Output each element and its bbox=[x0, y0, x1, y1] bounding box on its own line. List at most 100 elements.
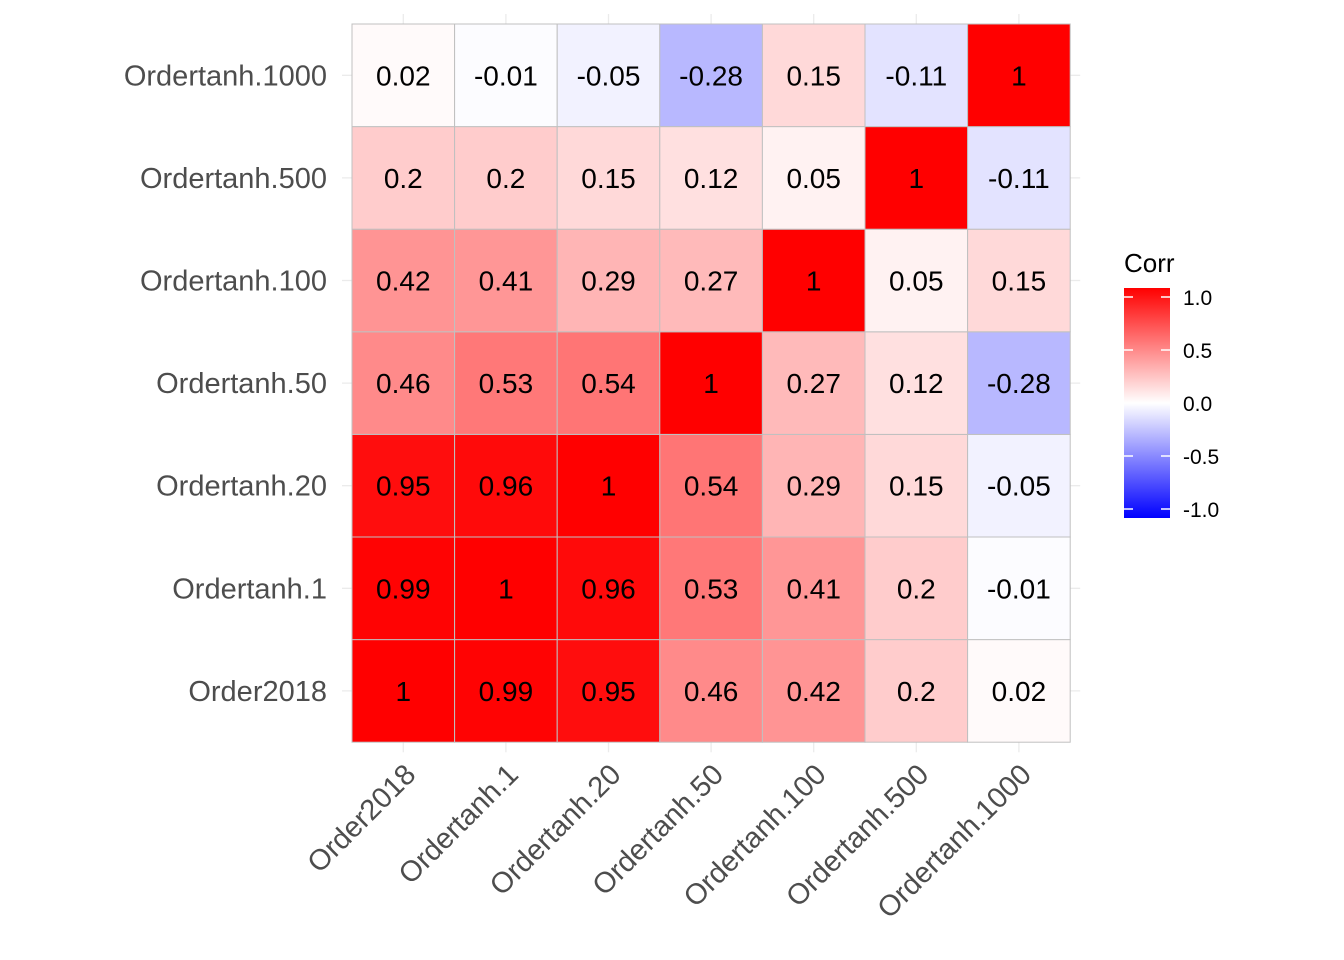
heatmap-cell bbox=[761, 228, 866, 333]
cell-value-label: 0.05 bbox=[786, 163, 841, 194]
cell-value-label: 0.15 bbox=[889, 471, 944, 502]
cell-value-label: 0.02 bbox=[992, 676, 1047, 707]
heatmap-cell bbox=[967, 228, 1071, 333]
cell-value-label: 0.2 bbox=[897, 573, 936, 604]
heatmap-cell bbox=[351, 433, 456, 538]
cell-value-label: 1 bbox=[909, 163, 925, 194]
heatmap-cell bbox=[864, 433, 969, 538]
cell-value-label: -0.28 bbox=[987, 368, 1051, 399]
cell-value-label: 0.29 bbox=[581, 266, 636, 297]
heatmap-cell bbox=[556, 433, 661, 538]
cell-value-label: -0.01 bbox=[987, 573, 1051, 604]
cell-value-label: 0.95 bbox=[376, 471, 431, 502]
heatmap-cell bbox=[454, 331, 558, 435]
heatmap-cell bbox=[556, 23, 661, 128]
heatmap-value-labels: 1 0.99 0.95 0.46 0.42 0.2 0.02 0.99 1 0.96 0.53 0.4… bbox=[376, 60, 1051, 707]
cell-value-label: -0.11 bbox=[988, 163, 1050, 194]
heatmap-cell bbox=[864, 536, 969, 641]
cell-value-label: -0.01 bbox=[474, 60, 538, 91]
cell-value-label: 0.15 bbox=[992, 266, 1047, 297]
heatmap-cell bbox=[864, 126, 969, 230]
heatmap-cell bbox=[351, 331, 456, 435]
cell-value-label: 0.53 bbox=[479, 368, 534, 399]
y-tick-label: Ordertanh.1 bbox=[172, 573, 327, 605]
cell-value-label: 1 bbox=[806, 266, 822, 297]
cell-value-label: -0.05 bbox=[577, 60, 641, 91]
cell-value-label: 0.99 bbox=[376, 573, 431, 604]
heatmap-cell bbox=[761, 433, 866, 538]
legend-tick-label: 1.0 bbox=[1183, 287, 1212, 310]
heatmap-cell bbox=[967, 639, 1071, 743]
heatmap-cell bbox=[556, 639, 661, 743]
legend-tick-label: 0.5 bbox=[1183, 340, 1212, 363]
y-tick-label: Ordertanh.1000 bbox=[124, 60, 327, 92]
cell-value-label: 0.41 bbox=[479, 266, 534, 297]
cell-value-label: 0.96 bbox=[581, 573, 636, 604]
legend-tick-label: -0.5 bbox=[1183, 446, 1219, 469]
heatmap-cell bbox=[454, 433, 558, 538]
cell-value-label: 0.12 bbox=[684, 163, 739, 194]
heatmap-cell bbox=[761, 536, 866, 641]
cell-value-label: 1 bbox=[498, 573, 514, 604]
heatmap-cell bbox=[659, 331, 763, 435]
cell-value-label: 0.29 bbox=[786, 471, 841, 502]
heatmap-cell bbox=[864, 331, 969, 435]
y-tick-label: Order2018 bbox=[188, 676, 327, 708]
heatmap-cell bbox=[351, 228, 456, 333]
cell-value-label: 0.2 bbox=[384, 163, 423, 194]
cell-value-label: 1 bbox=[703, 368, 719, 399]
cell-value-label: 0.46 bbox=[376, 368, 431, 399]
legend-title: Corr bbox=[1124, 248, 1175, 278]
cell-value-label: -0.11 bbox=[885, 60, 947, 91]
cell-value-label: 0.42 bbox=[376, 266, 431, 297]
cell-value-label: 0.41 bbox=[786, 573, 841, 604]
heatmap-cell bbox=[864, 23, 969, 128]
cell-value-label: 0.42 bbox=[786, 676, 841, 707]
legend: Corr 1.0 0.5 0.0 -0.5 -1.0 bbox=[1124, 248, 1219, 522]
y-axis: Order2018 Ordertanh.1 Ordertanh.20 Ordertan… bbox=[124, 60, 327, 708]
y-tick-label: Ordertanh.20 bbox=[156, 471, 327, 503]
cell-value-label: 0.2 bbox=[486, 163, 525, 194]
cell-value-label: 0.54 bbox=[684, 471, 739, 502]
heatmap-cells bbox=[351, 23, 1071, 743]
heatmap-cell bbox=[556, 331, 661, 435]
x-axis: Order2018Ordertanh.1Ordertanh.20Ordertan… bbox=[302, 759, 1038, 925]
heatmap-cell bbox=[659, 23, 763, 128]
cell-value-label: 0.15 bbox=[786, 60, 841, 91]
heatmap-cell bbox=[761, 639, 866, 743]
cell-value-label: 0.54 bbox=[581, 368, 636, 399]
heatmap-cell bbox=[864, 639, 969, 743]
cell-value-label: 0.02 bbox=[376, 60, 431, 91]
cell-value-label: 0.53 bbox=[684, 573, 739, 604]
heatmap-cell bbox=[967, 433, 1071, 538]
cell-value-label: -0.05 bbox=[987, 471, 1051, 502]
cell-value-label: -0.28 bbox=[679, 60, 743, 91]
heatmap-cell bbox=[967, 331, 1071, 435]
heatmap-cell bbox=[967, 23, 1071, 128]
cell-value-label: 1 bbox=[396, 676, 412, 707]
cell-value-label: 0.96 bbox=[479, 471, 534, 502]
y-tick-label: Ordertanh.500 bbox=[140, 163, 327, 195]
cell-value-label: 1 bbox=[601, 471, 617, 502]
cell-value-label: 0.99 bbox=[479, 676, 534, 707]
cell-value-label: 0.27 bbox=[684, 266, 739, 297]
legend-tick-label: -1.0 bbox=[1183, 499, 1219, 522]
heatmap-cell bbox=[967, 126, 1071, 230]
heatmap-cell bbox=[556, 536, 661, 641]
y-tick-label: Ordertanh.50 bbox=[156, 368, 327, 400]
heatmap-cell bbox=[659, 228, 763, 333]
cell-value-label: 0.05 bbox=[889, 266, 944, 297]
cell-value-label: 0.12 bbox=[889, 368, 944, 399]
cell-value-label: 0.2 bbox=[897, 676, 936, 707]
y-tick-label: Ordertanh.100 bbox=[140, 266, 327, 298]
legend-tick-label: 0.0 bbox=[1183, 393, 1212, 416]
heatmap-cell bbox=[967, 536, 1071, 641]
heatmap-cell bbox=[761, 331, 866, 435]
cell-value-label: 0.15 bbox=[581, 163, 636, 194]
heatmap-cell bbox=[351, 536, 456, 641]
heatmap-cell bbox=[659, 536, 763, 641]
cell-value-label: 0.95 bbox=[581, 676, 636, 707]
cell-value-label: 1 bbox=[1011, 60, 1027, 91]
cell-value-label: 0.27 bbox=[786, 368, 841, 399]
